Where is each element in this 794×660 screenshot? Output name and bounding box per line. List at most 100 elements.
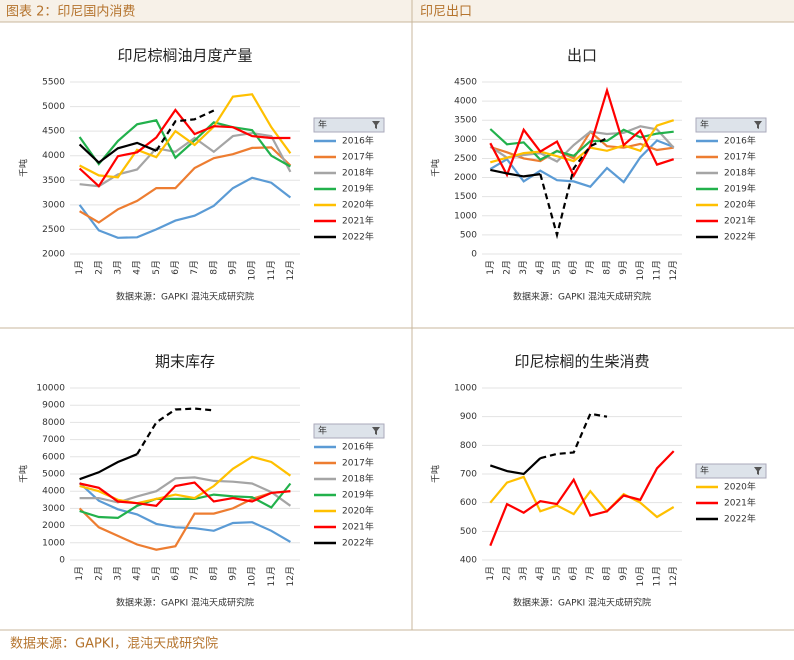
legend-label: 2020年 — [724, 481, 756, 493]
x-tick-label: 12月 — [285, 260, 296, 280]
legend-label: 2020年 — [724, 199, 756, 211]
y-tick-label: 6000 — [42, 452, 65, 462]
x-tick-label: 6月 — [568, 260, 579, 275]
y-tick-label: 4000 — [454, 97, 477, 107]
x-tick-label: 11月 — [266, 260, 277, 280]
y-tick-label: 10000 — [36, 384, 65, 394]
series-line — [136, 407, 214, 455]
legend-label: 2016年 — [342, 135, 374, 147]
legend-label: 2021年 — [724, 497, 756, 509]
x-tick-label: 4月 — [132, 260, 143, 275]
legend-title: 年 — [318, 425, 327, 437]
y-tick-label: 2000 — [454, 173, 477, 183]
x-tick-label: 9月 — [618, 260, 629, 275]
x-tick-label: 10月 — [635, 566, 646, 586]
y-tick-label: 3500 — [42, 176, 65, 186]
y-tick-label: 2500 — [42, 225, 65, 235]
x-tick-label: 6月 — [170, 566, 181, 581]
legend-title: 年 — [700, 119, 709, 131]
y-tick-label: 4500 — [42, 127, 65, 137]
series-line — [79, 481, 291, 507]
y-tick-label: 3000 — [42, 504, 65, 514]
x-tick-label: 1月 — [74, 260, 85, 275]
legend-label: 2017年 — [724, 151, 756, 163]
y-tick-label: 600 — [460, 498, 477, 508]
legend-label: 2022年 — [724, 513, 756, 525]
x-tick-label: 9月 — [227, 566, 238, 581]
filter-icon — [754, 121, 762, 129]
x-tick-label: 11月 — [266, 566, 277, 586]
legend-label: 2018年 — [724, 167, 756, 179]
legend-label: 2016年 — [342, 441, 374, 453]
series-line — [490, 168, 541, 178]
x-tick-label: 2月 — [93, 566, 104, 581]
x-tick-label: 7月 — [585, 260, 596, 275]
legend-label: 2022年 — [342, 537, 374, 549]
x-tick-label: 4月 — [132, 566, 143, 581]
y-tick-label: 4000 — [42, 487, 65, 497]
y-axis-label: 千吨 — [430, 159, 442, 177]
x-tick-label: 8月 — [208, 260, 219, 275]
x-tick-label: 3月 — [518, 260, 529, 275]
legend-label: 2022年 — [342, 231, 374, 243]
series-line — [78, 108, 291, 188]
y-tick-label: 3000 — [42, 200, 65, 210]
legend-label: 2022年 — [724, 231, 756, 243]
x-tick-label: 5月 — [552, 260, 563, 275]
legend-label: 2018年 — [342, 473, 374, 485]
x-tick-label: 12月 — [668, 566, 679, 586]
series-line — [489, 475, 675, 519]
x-tick-label: 6月 — [170, 260, 181, 275]
filter-icon — [754, 467, 762, 475]
x-tick-label: 7月 — [189, 260, 200, 275]
series-line — [78, 176, 292, 239]
legend-label: 2021年 — [724, 215, 756, 227]
series-line — [155, 109, 215, 152]
y-tick-label: 9000 — [42, 401, 65, 411]
x-tick-label: 7月 — [585, 566, 596, 581]
legend-title: 年 — [318, 119, 327, 131]
y-tick-label: 500 — [460, 527, 477, 537]
series-line — [489, 450, 675, 547]
x-tick-label: 3月 — [518, 566, 529, 581]
y-tick-label: 400 — [460, 556, 477, 566]
legend-label: 2019年 — [342, 489, 374, 501]
series-line — [489, 125, 675, 163]
legend-label: 2021年 — [342, 215, 374, 227]
header-left: 图表 2：印尼国内消费 — [6, 4, 135, 20]
legend-header — [695, 117, 767, 133]
legend-label: 2020年 — [342, 505, 374, 517]
series-line — [79, 476, 292, 507]
series-line — [79, 93, 292, 179]
y-axis-label: 千吨 — [18, 465, 30, 483]
x-tick-label: 9月 — [618, 566, 629, 581]
x-tick-label: 3月 — [112, 566, 123, 581]
y-tick-label: 1000 — [454, 211, 477, 221]
y-tick-label: 7000 — [42, 435, 65, 445]
legend-header — [695, 463, 767, 479]
x-tick-label: 2月 — [502, 260, 513, 275]
series-line — [78, 141, 157, 165]
legend-label: 2021年 — [342, 521, 374, 533]
x-tick-label: 10月 — [635, 260, 646, 280]
x-tick-label: 4月 — [535, 260, 546, 275]
y-tick-label: 5500 — [42, 78, 65, 88]
x-tick-label: 3月 — [112, 260, 123, 275]
y-tick-label: 1000 — [454, 384, 477, 394]
source-note: 数据来源：GAPKI 混沌天成研究院 — [513, 291, 651, 303]
series-line — [79, 453, 138, 481]
legend-label: 2016年 — [724, 135, 756, 147]
x-tick-label: 8月 — [602, 260, 613, 275]
legend-label: 2017年 — [342, 457, 374, 469]
x-tick-label: 5月 — [151, 566, 162, 581]
x-tick-label: 4月 — [535, 566, 546, 581]
x-tick-label: 12月 — [285, 566, 296, 586]
x-tick-label: 1月 — [485, 566, 496, 581]
y-axis-label: 千吨 — [18, 159, 30, 177]
y-tick-label: 1000 — [42, 538, 65, 548]
y-axis-label: 千吨 — [430, 465, 442, 483]
y-tick-label: 3500 — [454, 116, 477, 126]
series-line — [490, 119, 675, 164]
legend-label: 2019年 — [724, 183, 756, 195]
